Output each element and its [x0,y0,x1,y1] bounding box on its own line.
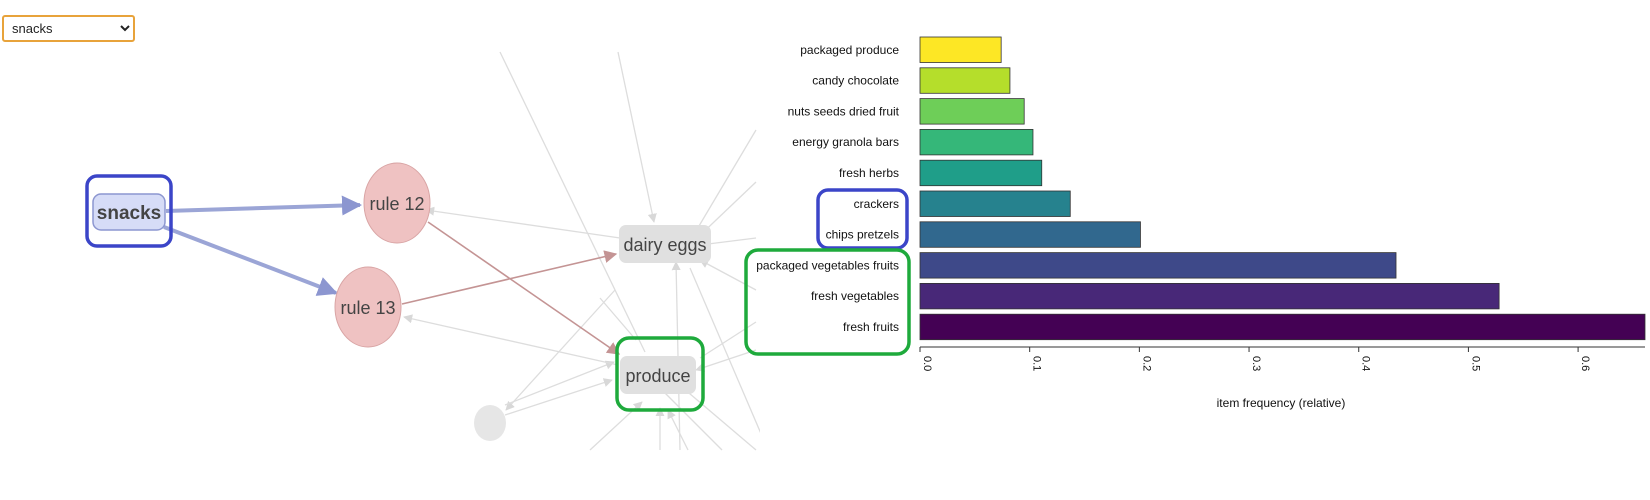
edge-rule-12-to-produce [427,221,621,355]
category-label-fresh-herbs: fresh herbs [839,166,899,180]
faded-node [474,405,506,441]
node-rule-13-circle [334,266,402,348]
bar-fresh-vegetables [919,282,1500,310]
node-dairy-eggs-label: dairy eggs [623,235,706,255]
produce-items-highlight-box [744,248,911,356]
category-label-packaged-vegetables-fruits: packaged vegetables fruits [756,258,899,272]
node-dairy-eggs[interactable]: dairy eggs [619,225,711,263]
category-label-energy-granola-bars: energy granola bars [792,135,899,149]
faded-edge [504,378,613,416]
x-tick-label: 0.5 [1469,356,1481,371]
faded-edge [617,51,657,223]
node-rule-12[interactable]: rule 12 [363,162,431,244]
faded-edge [425,206,621,239]
faded-edge [505,289,616,411]
x-tick-label: 0.2 [1140,356,1152,371]
node-produce-label: produce [625,366,690,386]
snack-items-highlight-box [816,188,909,250]
faded-edge [707,237,757,245]
category-label-crackers: crackers [854,197,899,211]
x-tick-label: 0.0 [921,356,933,371]
bars-group [919,36,1646,341]
bar-candy-chocolate [919,67,1011,94]
node-produce[interactable]: produce [620,356,696,394]
node-snacks-box [92,193,166,231]
x-tick-label: 0.6 [1579,356,1591,371]
faded-edge [689,267,760,433]
association-rules-graph: snacks rule 12 rule 13 dairy eggs produc… [85,51,760,451]
x-tick-label: 0.1 [1031,356,1043,371]
edge-snacks-to-rule-13 [163,225,338,296]
node-rule-13-label: rule 13 [340,298,395,318]
snacks-highlight-box [85,174,173,248]
department-select[interactable]: snacks [2,15,135,42]
node-rule-12-label: rule 12 [369,194,424,214]
node-produce-box [620,356,696,394]
category-label-candy-chocolate: candy chocolate [812,74,899,88]
faded-edge [663,391,723,451]
bar-chips-pretzels [919,221,1141,248]
node-snacks-label: snacks [97,203,161,224]
node-rule-13[interactable]: rule 13 [334,266,402,348]
category-label-nuts-seeds-dried-fruit: nuts seeds dried fruit [788,104,900,118]
bar-packaged-vegetables-fruits [919,252,1397,279]
node-snacks[interactable]: snacks [92,193,166,231]
bar-fresh-herbs [919,159,1043,187]
bar-nuts-seeds-dried-fruit [919,98,1025,125]
bar-crackers [919,190,1071,217]
faded-edge [599,297,637,341]
node-dairy-eggs-box [619,225,711,263]
faded-edge [499,51,646,353]
x-axis: 0.0 0.1 0.2 0.3 0.4 0.5 0.6 [919,346,1645,371]
produce-highlight-box [615,336,705,412]
bar-packaged-produce [919,36,1002,63]
bar-energy-granola-bars [919,128,1034,156]
edge-rule-13-to-dairy-eggs [401,250,618,305]
faded-edge [699,259,757,291]
faded-edge [403,314,619,366]
category-label-chips-pretzels: chips pretzels [826,228,899,242]
category-label-fresh-fruits: fresh fruits [843,320,899,334]
faded-edge [504,360,615,406]
category-label-fresh-vegetables: fresh vegetables [811,289,899,303]
category-label-packaged-produce: packaged produce [800,43,899,57]
x-tick-label: 0.4 [1360,356,1372,371]
node-rule-12-circle [363,162,431,244]
x-tick-label: 0.3 [1250,356,1262,371]
bar-fresh-fruits [919,313,1646,341]
edge-snacks-to-rule-12 [165,195,362,216]
category-labels-group: packaged produce candy chocolate nuts seed… [756,43,899,334]
faded-edge [667,409,689,451]
x-axis-title: item frequency (relative) [1217,396,1346,410]
